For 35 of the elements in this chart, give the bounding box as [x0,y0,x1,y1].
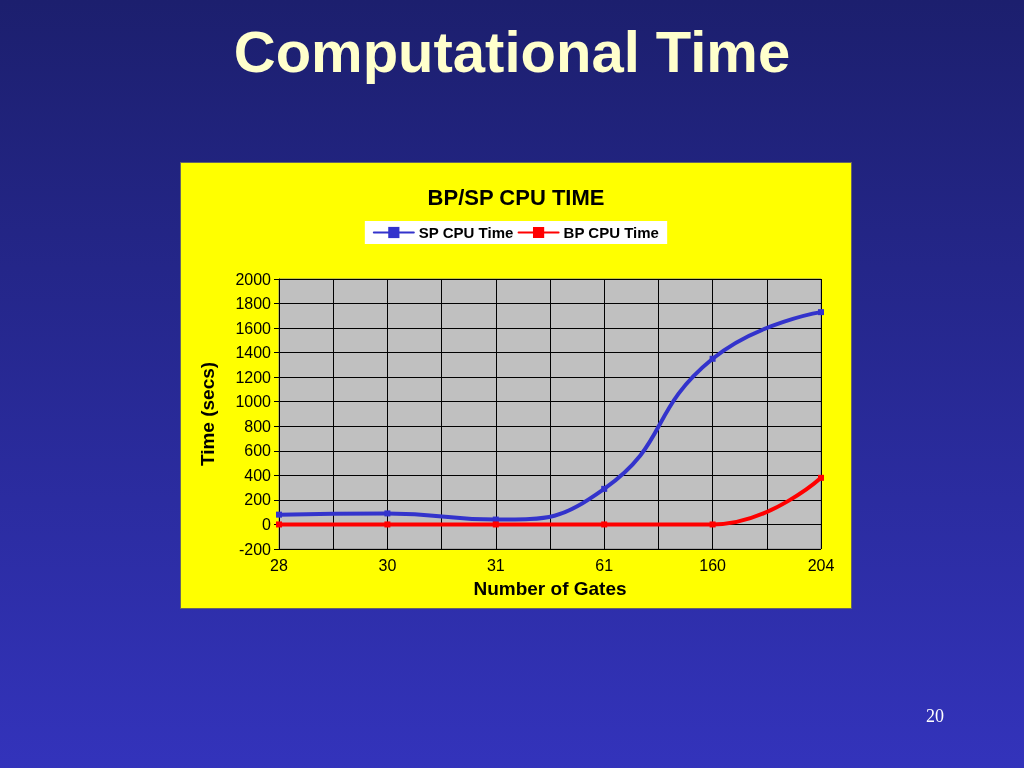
x-tick-label: 30 [378,556,397,574]
y-tick-label: 1800 [235,295,272,313]
point [709,521,716,528]
x-tick-label: 160 [699,556,727,574]
x-tick-label: 61 [595,556,614,574]
chart-title: Computational Time [232,18,792,85]
y-tick-label: 1000 [235,393,272,411]
y-tick-label: 1600 [235,319,272,337]
x-tick-label: 204 [807,556,835,574]
x-tick-label: 31 [486,556,505,574]
y-tick-label: 1400 [235,344,272,362]
y-tick-label: 400 [244,466,272,484]
legend-label: BP CPU Time [563,224,659,241]
point [384,521,391,528]
point [492,521,499,528]
y-tick-label: 0 [262,515,272,533]
y-tick-label: 200 [244,491,272,509]
x-axis-title: Number of Gates [473,578,627,599]
y-tick-label: -200 [238,540,272,558]
point [601,521,608,528]
y-tick-label: 2000 [235,270,272,288]
point [276,511,282,518]
x-tick-label: 28 [270,556,288,574]
point [601,485,608,492]
point [709,355,716,362]
point [384,510,391,517]
point [818,474,824,481]
chart-subtitle: BP/SP CPU TIME [427,184,605,210]
y-tick-label: 800 [244,417,272,435]
legend-label: SP CPU Time [418,224,514,241]
y-tick-label: 1200 [235,368,272,386]
point [818,309,824,316]
y-tick-label: 600 [244,442,272,460]
text: 20 [926,706,944,727]
y-axis-title: Time (secs) [197,361,218,467]
